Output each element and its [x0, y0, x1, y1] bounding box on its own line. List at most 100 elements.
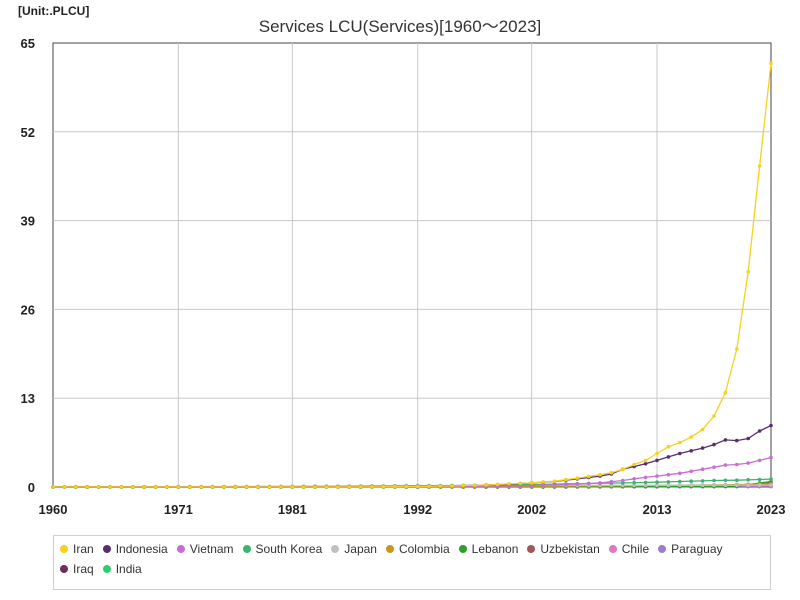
data-point: [324, 485, 329, 489]
data-point: [131, 485, 135, 489]
data-point: [643, 475, 648, 480]
y-tick-label: 0: [28, 480, 35, 495]
data-point: [279, 485, 283, 489]
legend-label: Iraq: [73, 562, 94, 576]
data-point: [621, 478, 625, 483]
data-point: [666, 455, 671, 459]
data-point: [165, 485, 169, 489]
data-point: [358, 485, 363, 489]
data-point: [746, 478, 750, 482]
chart-legend: Iran Indonesia Vietnam South Korea Japan Colo…: [53, 535, 771, 590]
data-point: [769, 477, 773, 481]
data-point: [575, 476, 580, 480]
data-point: [484, 483, 488, 487]
data-point: [735, 347, 739, 351]
data-point: [598, 472, 602, 477]
x-tick-label: 2013: [643, 502, 672, 517]
legend-marker: [60, 565, 68, 573]
data-point: [700, 479, 705, 483]
legend-item: Japan: [331, 542, 377, 556]
data-point: [632, 483, 636, 488]
data-point: [655, 451, 659, 456]
y-tick-label: 52: [21, 125, 35, 140]
data-point: [96, 485, 101, 489]
data-point: [757, 483, 762, 487]
legend-item: Indonesia: [102, 542, 168, 556]
data-point: [643, 483, 648, 488]
legend-marker: [242, 545, 251, 553]
legend-item: Colombia: [385, 542, 450, 556]
data-point: [723, 390, 728, 395]
x-tick-label: 2002: [517, 502, 546, 517]
data-point: [769, 455, 773, 460]
legend-item: Uzbekistan: [527, 542, 600, 556]
data-point: [666, 480, 671, 484]
legend-item: Chile: [608, 542, 650, 556]
legend-item: Paraguay: [658, 542, 723, 556]
data-point: [655, 474, 659, 478]
data-point: [347, 485, 352, 489]
data-point: [564, 482, 568, 487]
legend-marker: [60, 545, 68, 553]
data-point: [450, 484, 454, 488]
data-point: [427, 484, 431, 489]
legend-item: Lebanon: [458, 542, 519, 556]
x-tick-label: 1960: [39, 502, 68, 517]
legend-label: Indonesia: [115, 542, 168, 556]
data-point: [735, 478, 739, 483]
data-point: [552, 479, 557, 484]
data-point: [461, 483, 466, 488]
plot-area: [52, 42, 772, 488]
y-tick-label: 26: [21, 302, 35, 317]
data-point: [757, 429, 762, 433]
data-point: [712, 465, 716, 470]
data-point: [153, 485, 158, 489]
data-point: [757, 458, 762, 463]
data-point: [735, 462, 739, 467]
data-point: [643, 458, 648, 463]
legend-item: Iraq: [60, 562, 94, 576]
legend-label: Lebanon: [471, 542, 519, 556]
data-point: [586, 481, 591, 486]
y-tick-label: 39: [21, 214, 35, 229]
legend-marker: [102, 565, 111, 573]
data-point: [244, 485, 249, 489]
data-point: [301, 485, 306, 489]
x-tick-label: 1971: [164, 502, 193, 517]
data-point: [746, 436, 750, 441]
y-tick-label: 13: [21, 391, 35, 406]
data-point: [712, 414, 716, 418]
data-point: [655, 458, 659, 463]
data-point: [370, 485, 374, 489]
data-point: [712, 483, 716, 488]
series-line-iran: [53, 63, 772, 488]
legend-label: Chile: [621, 542, 650, 556]
data-point: [678, 471, 682, 476]
data-point: [632, 462, 636, 467]
data-point: [746, 483, 750, 487]
data-point: [689, 479, 693, 484]
legend-marker: [458, 545, 467, 553]
data-point: [586, 474, 591, 479]
data-point: [723, 483, 728, 488]
data-point: [507, 482, 511, 486]
data-point: [723, 463, 728, 467]
legend-marker: [176, 545, 185, 553]
data-point: [313, 485, 317, 489]
data-point: [700, 483, 705, 488]
data-point: [746, 461, 750, 465]
data-point: [666, 472, 671, 477]
data-point: [290, 485, 295, 489]
legend-marker: [658, 545, 667, 553]
chart-title: Services LCU(Services)[1960～2023]: [258, 17, 542, 36]
data-point: [723, 478, 728, 483]
legend-label: India: [115, 562, 142, 576]
data-point: [678, 479, 682, 484]
data-point: [108, 485, 112, 489]
data-point: [210, 485, 215, 489]
data-point: [757, 164, 762, 168]
data-point: [757, 477, 762, 482]
data-point: [222, 485, 226, 489]
legend-marker: [608, 545, 617, 553]
legend-item: Iran: [60, 542, 94, 556]
